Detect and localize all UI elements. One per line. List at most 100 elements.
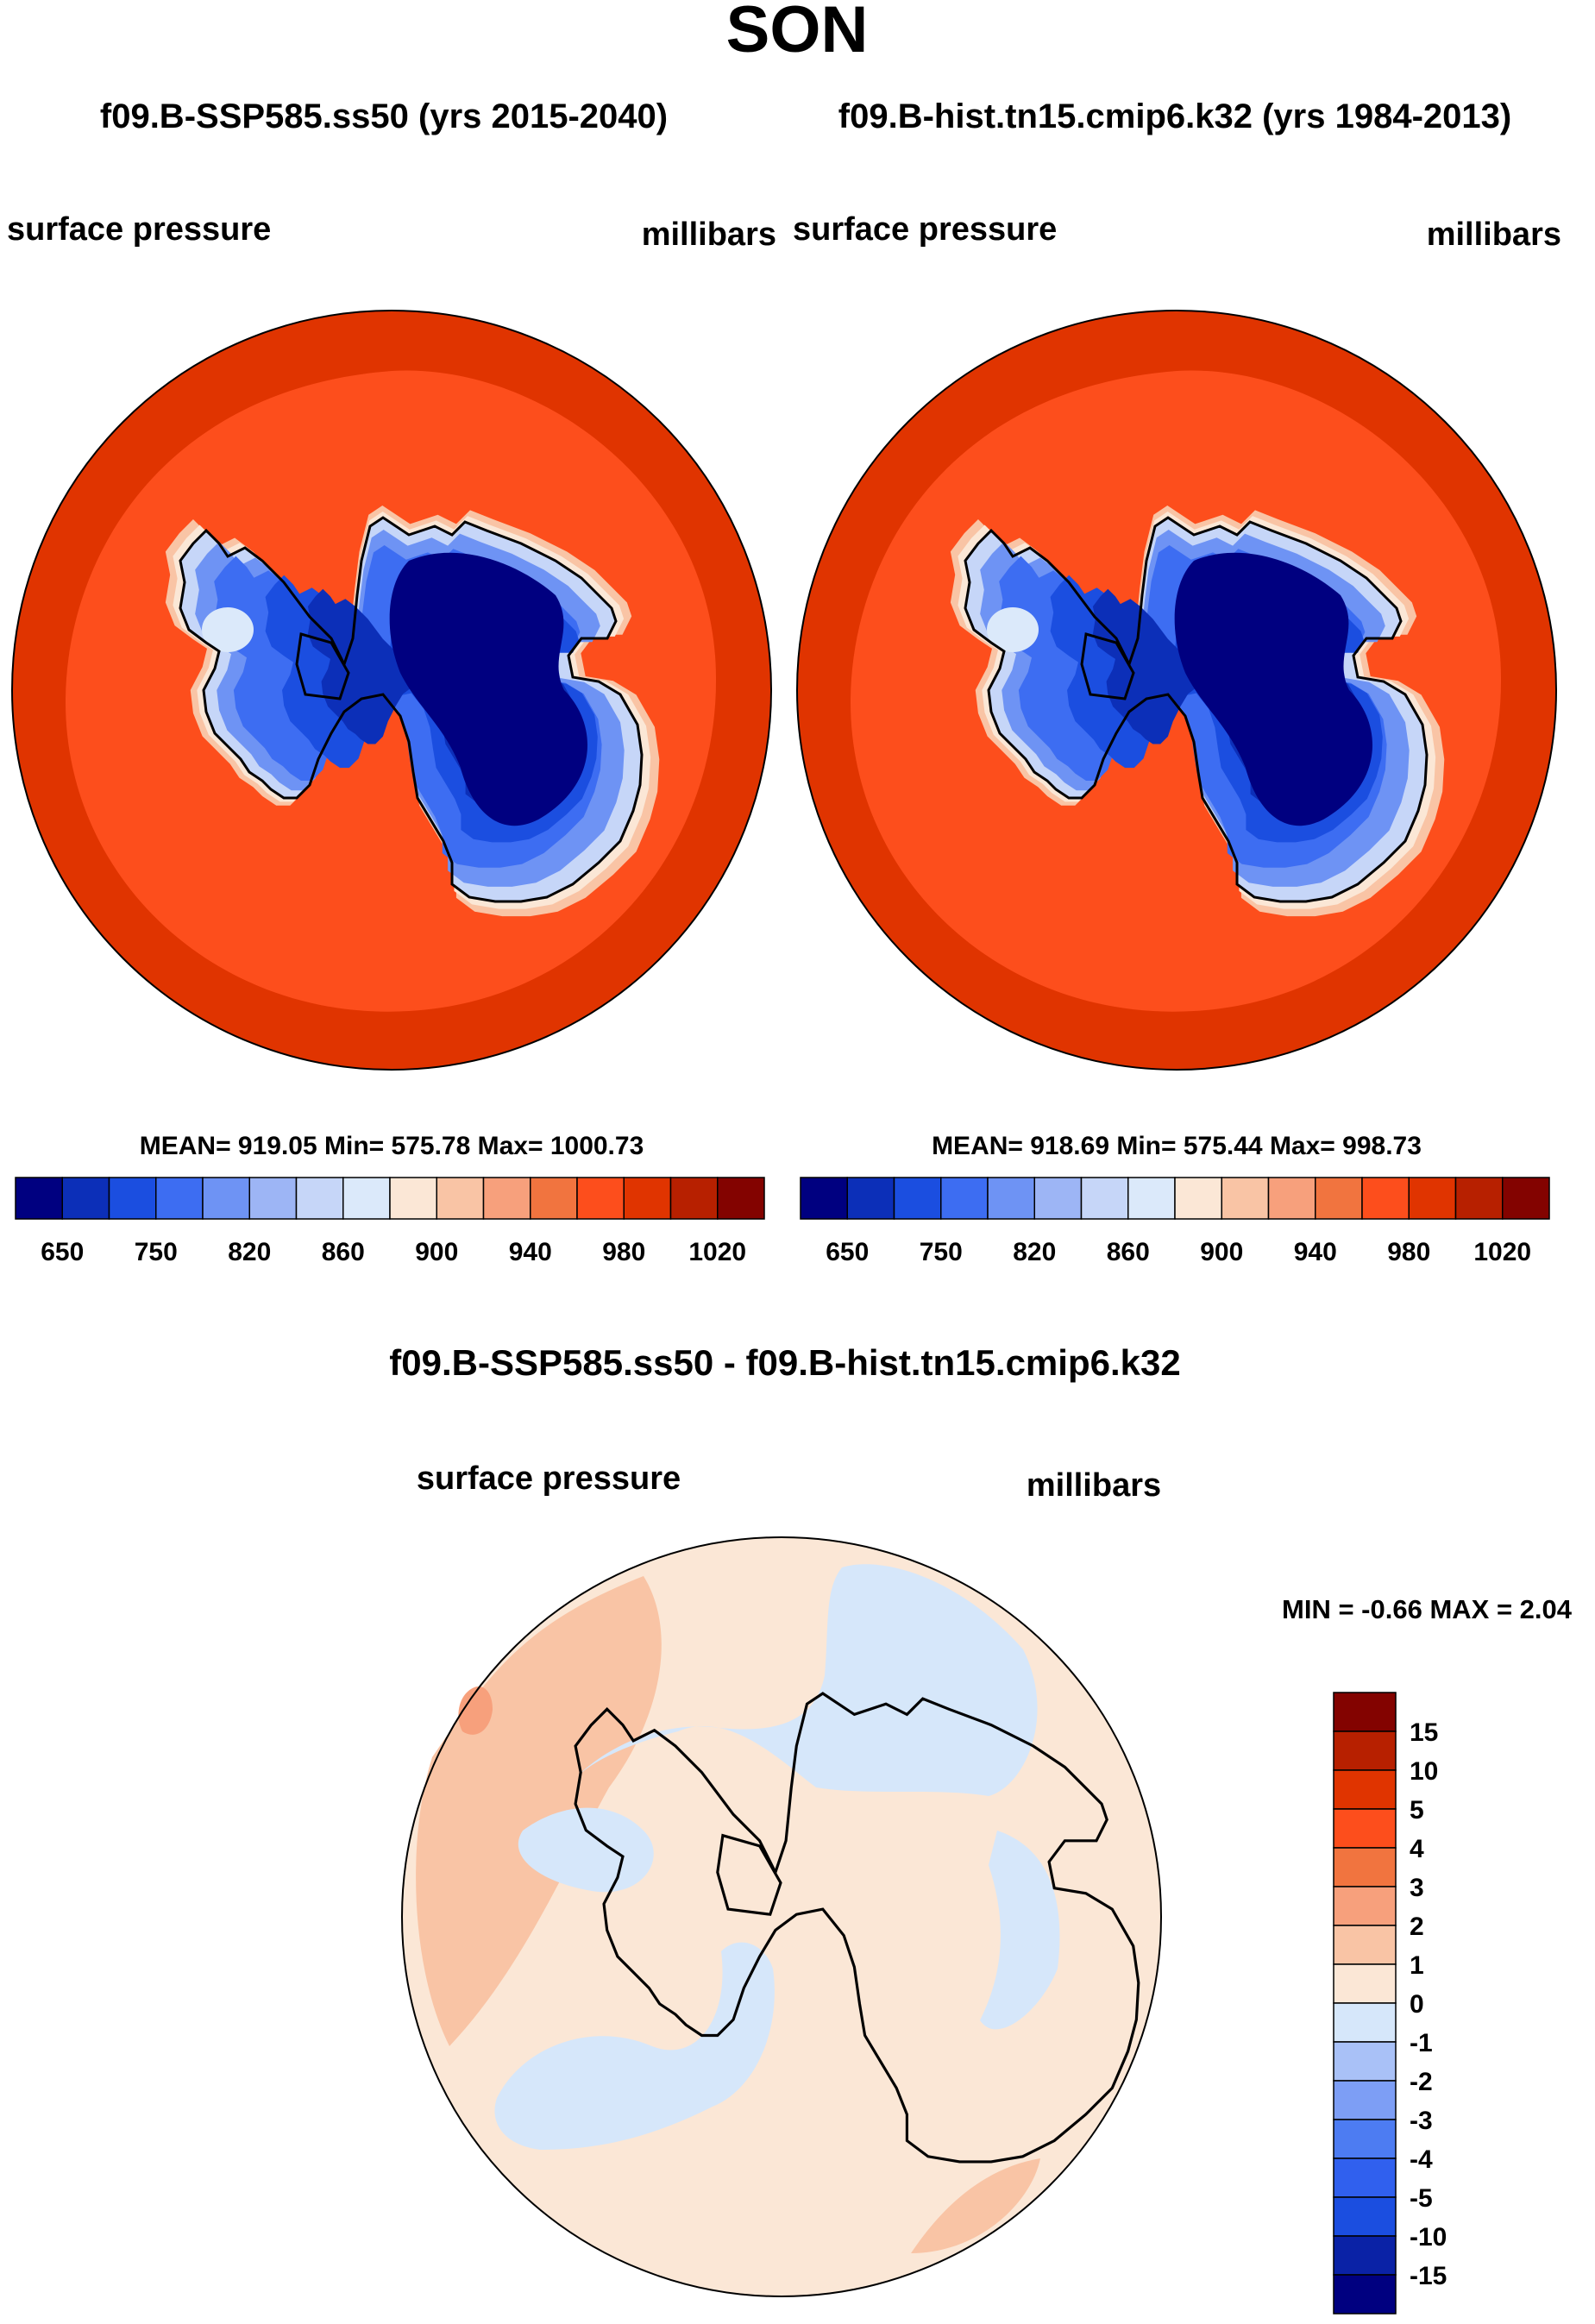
- colorbar-tick-label: 820: [228, 1238, 271, 1266]
- map-boundary: [401, 1536, 1162, 2297]
- colorbar-box: [1333, 1847, 1397, 1887]
- colorbar-box: [987, 1177, 1035, 1220]
- right-label: millibars: [1027, 1467, 1161, 1504]
- figure-title: SON: [726, 0, 869, 66]
- colorbar-box: [1267, 1177, 1316, 1220]
- colorbar-box: [1333, 2002, 1397, 2043]
- colorbar-tick-label: 980: [1387, 1238, 1430, 1266]
- colorbar-box: [1221, 1177, 1270, 1220]
- colorbar-box: [1174, 1177, 1222, 1220]
- colorbar: 650 750 820 860 900 940 980 1020: [15, 1177, 765, 1266]
- colorbar-box: [1333, 2235, 1397, 2276]
- colorbar-tick-label: -4: [1410, 2145, 1433, 2174]
- colorbar-box: [1333, 2041, 1397, 2082]
- polar-map: [11, 310, 772, 1071]
- positive-region-strong: [458, 1686, 493, 1735]
- colorbar-tick-label: 2: [1410, 1913, 1424, 1941]
- colorbar-box: [1333, 1769, 1397, 1810]
- min-max-text: MIN = -0.66 MAX = 2.04: [1282, 1594, 1573, 1624]
- colorbar-tick-label: 860: [322, 1238, 365, 1266]
- colorbar-box: [61, 1177, 110, 1220]
- colorbar-box: [295, 1177, 344, 1220]
- colorbar-box: [940, 1177, 989, 1220]
- colorbar-box: [482, 1177, 531, 1220]
- colorbar-box: [800, 1177, 848, 1220]
- colorbar-tick-label: -2: [1410, 2068, 1433, 2096]
- colorbar-tick-label: 980: [602, 1238, 645, 1266]
- colorbar-tick-label: 4: [1410, 1835, 1424, 1863]
- colorbar-tick-label: 5: [1410, 1796, 1424, 1825]
- colorbar-box: [717, 1177, 765, 1220]
- colorbar-box: [1333, 2158, 1397, 2198]
- left-label: surface pressure: [417, 1460, 681, 1497]
- colorbar-box: [1127, 1177, 1176, 1220]
- polar-map: [401, 1536, 1162, 2297]
- colorbar-box: [1333, 1925, 1397, 1965]
- map-boundary: [11, 310, 772, 1071]
- colorbar-box: [1080, 1177, 1129, 1220]
- stats-text: MEAN= 918.69 Min= 575.44 Max= 998.73: [932, 1132, 1422, 1160]
- colorbar-box: [1333, 2196, 1397, 2237]
- colorbar-box: [1033, 1177, 1083, 1220]
- right-label: millibars: [1427, 217, 1561, 253]
- colorbar-box: [846, 1177, 895, 1220]
- colorbar-box: [436, 1177, 485, 1220]
- positive-region-west: [416, 1576, 662, 2046]
- colorbar-tick-label: 1: [1410, 1951, 1424, 1980]
- colorbar-tick-label: 1020: [688, 1238, 746, 1266]
- colorbar-tick-label: 750: [920, 1238, 963, 1266]
- colorbar-tick-label: 900: [1200, 1238, 1243, 1266]
- colorbar-tick-label: -15: [1410, 2262, 1447, 2290]
- colorbar-box: [342, 1177, 391, 1220]
- colorbar-tick-label: -5: [1410, 2184, 1433, 2213]
- colorbar-tick-label: 10: [1410, 1757, 1438, 1786]
- panel-difference: f09.B-SSP585.ss50 - f09.B-hist.tn15.cmip…: [389, 1342, 1573, 2315]
- colorbar-tick-label: 1020: [1473, 1238, 1531, 1266]
- left-label: surface pressure: [793, 211, 1057, 248]
- polar-map: [796, 310, 1557, 1071]
- colorbar-box: [576, 1177, 625, 1220]
- negative-region-south: [494, 1942, 775, 2150]
- colorbar-box: [1333, 2274, 1397, 2315]
- colorbar-tick-label: 3: [1410, 1874, 1424, 1902]
- colorbar-box: [108, 1177, 157, 1220]
- colorbar-tick-label: 650: [41, 1238, 84, 1266]
- colorbar-tick-label: 940: [1294, 1238, 1337, 1266]
- negative-region-north: [575, 1564, 1038, 1796]
- map-boundary: [796, 310, 1557, 1071]
- colorbar-box: [1333, 1886, 1397, 1926]
- colorbar-box: [1333, 2119, 1397, 2159]
- negative-region-east: [980, 1831, 1060, 2030]
- colorbar-tick-label: 750: [135, 1238, 178, 1266]
- colorbar-box: [1408, 1177, 1457, 1220]
- diff-title: f09.B-SSP585.ss50 - f09.B-hist.tn15.cmip…: [389, 1342, 1180, 1383]
- colorbar-box: [530, 1177, 578, 1220]
- colorbar-tick-label: 860: [1107, 1238, 1150, 1266]
- colorbar-box: [893, 1177, 942, 1220]
- colorbar-tick-label: 0: [1410, 1990, 1424, 2019]
- right-label: millibars: [642, 217, 776, 253]
- colorbar-box: [15, 1177, 63, 1220]
- colorbar-box: [623, 1177, 672, 1220]
- colorbar-box: [1333, 1730, 1397, 1771]
- colorbar-tick-label: -3: [1410, 2107, 1433, 2135]
- colorbar-box: [155, 1177, 204, 1220]
- colorbar-box: [1315, 1177, 1363, 1220]
- stats-text: MEAN= 919.05 Min= 575.78 Max= 1000.73: [140, 1132, 644, 1160]
- colorbar-box: [1333, 2080, 1397, 2120]
- colorbar-box: [1333, 1692, 1397, 1732]
- colorbar-tick-label: 900: [415, 1238, 458, 1266]
- panel-ssp585: f09.B-SSP585.ss50 (yrs 2015-2040) surfac…: [7, 97, 776, 1266]
- positive-region-south: [911, 2158, 1040, 2253]
- colorbar-tick-label: -1: [1410, 2029, 1433, 2057]
- case-label: f09.B-SSP585.ss50 (yrs 2015-2040): [100, 97, 668, 135]
- colorbar-box: [1454, 1177, 1504, 1220]
- left-label: surface pressure: [7, 211, 271, 248]
- colorbar-tick-label: -10: [1410, 2223, 1447, 2252]
- colorbar: 650 750 820 860 900 940 980 1020: [800, 1177, 1550, 1266]
- colorbar-tick-label: 650: [826, 1238, 869, 1266]
- colorbar-box: [248, 1177, 298, 1220]
- case-label: f09.B-hist.tn15.cmip6.k32 (yrs 1984-2013…: [838, 97, 1511, 135]
